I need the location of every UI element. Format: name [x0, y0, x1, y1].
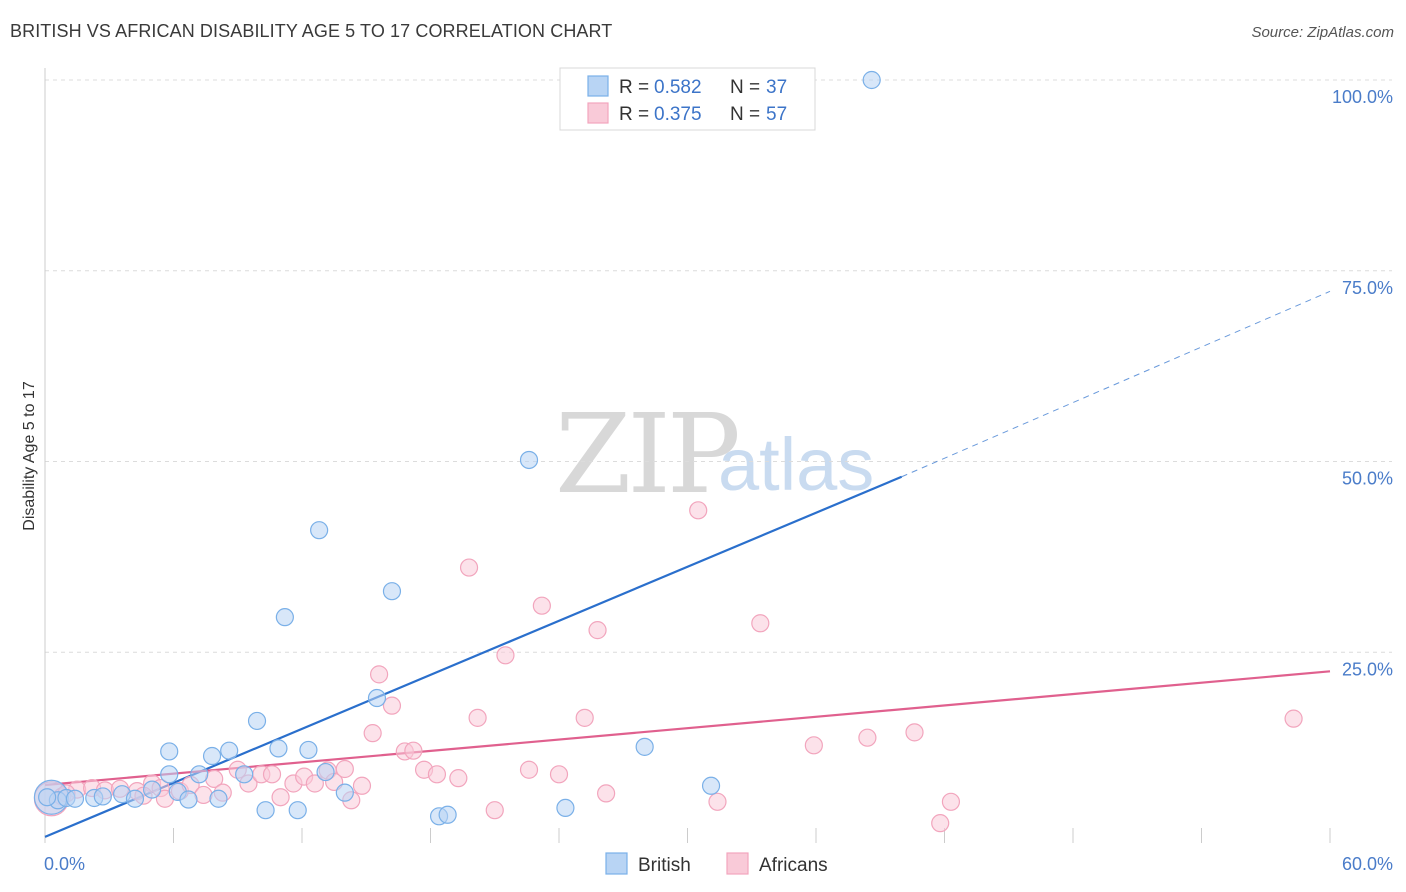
point-africans [363, 724, 382, 743]
point-africans [382, 696, 402, 715]
x-tick-label-min: 0.0% [44, 854, 85, 874]
point-africans [496, 646, 515, 665]
point-british [256, 801, 275, 820]
point-africans [689, 501, 708, 520]
point-british [862, 70, 881, 90]
legend-british-n-label: N = [730, 77, 760, 98]
point-british [179, 790, 198, 809]
legend-swatch-british [587, 75, 609, 97]
legend-british-r-label: R = [619, 77, 649, 98]
point-africans [804, 736, 823, 755]
point-africans [708, 792, 727, 811]
point-africans [352, 776, 372, 795]
x-tick-label-max: 60.0% [1342, 854, 1393, 874]
grid-layer [45, 79, 1392, 653]
point-british [142, 780, 162, 799]
point-africans [305, 774, 324, 793]
point-africans [271, 788, 290, 807]
points-africans [33, 501, 1303, 833]
point-british [367, 688, 387, 708]
point-british [519, 450, 539, 470]
point-africans [449, 769, 468, 788]
point-africans [858, 728, 877, 747]
legend-africans-r-label: R = [619, 104, 649, 125]
point-africans [468, 708, 487, 727]
trend-line-british-extension [901, 290, 1331, 478]
point-africans [751, 614, 770, 633]
point-africans [519, 760, 539, 779]
point-africans [262, 765, 282, 784]
bottom-legend-africans: Africans [759, 855, 828, 876]
point-british [335, 783, 354, 802]
point-british [125, 789, 145, 808]
point-africans [575, 708, 594, 727]
point-british [65, 789, 85, 808]
legend-africans-n-label: N = [730, 104, 760, 125]
point-africans [905, 723, 924, 742]
point-british [202, 746, 222, 766]
point-british [288, 801, 307, 820]
point-british [438, 805, 457, 824]
point-africans [1284, 709, 1303, 728]
trend-line-british [44, 475, 903, 838]
point-british [235, 765, 254, 784]
point-africans [941, 792, 961, 811]
trend-layer [44, 290, 1331, 838]
legend-british-n-value: 37 [766, 77, 787, 98]
point-british [247, 711, 267, 731]
point-british [556, 798, 575, 818]
point-british [310, 521, 329, 540]
point-africans [485, 801, 504, 820]
point-british [38, 788, 57, 807]
point-africans [597, 784, 616, 803]
point-british [190, 765, 209, 784]
point-africans [370, 665, 389, 684]
chart-source: Source: ZipAtlas.com [1251, 24, 1394, 41]
point-africans [427, 765, 447, 784]
point-british [93, 787, 112, 806]
bottom-legend: British Africans [605, 852, 828, 876]
point-africans [404, 741, 423, 760]
top-legend: R = 0.582 N = 37 R = 0.375 N = 57 [559, 67, 816, 131]
point-africans [532, 596, 551, 615]
x-tick-layer [173, 828, 1331, 843]
point-british [701, 776, 721, 795]
point-british [299, 740, 318, 760]
bottom-legend-swatch-british [605, 852, 628, 875]
point-british [635, 737, 654, 756]
legend-british-r-value: 0.582 [654, 77, 702, 98]
chart-title: BRITISH VS AFRICAN DISABILITY AGE 5 TO 1… [10, 21, 613, 41]
point-british [160, 742, 179, 761]
point-british [382, 582, 402, 601]
point-british [275, 608, 294, 627]
y-label-layer: 25.0% 50.0% 75.0% 100.0% [1332, 87, 1393, 679]
y-tick-label: 75.0% [1342, 278, 1393, 298]
point-british [316, 762, 335, 782]
point-africans [549, 765, 569, 784]
y-axis-title: Disability Age 5 to 17 [21, 381, 38, 531]
bottom-legend-swatch-africans [726, 852, 749, 875]
bottom-legend-british: British [638, 855, 691, 876]
watermark-atlas: atlas [718, 423, 874, 506]
watermark-zip: ZIP [555, 390, 738, 518]
point-british [269, 739, 288, 758]
point-africans [335, 759, 354, 779]
points-british [33, 70, 881, 826]
legend-africans-n-value: 57 [766, 104, 787, 125]
point-british [209, 789, 228, 808]
legend-africans-r-value: 0.375 [654, 104, 702, 125]
point-africans [194, 785, 213, 805]
y-tick-label: 25.0% [1342, 659, 1393, 679]
point-british [220, 741, 239, 760]
point-africans [588, 621, 607, 640]
point-africans [459, 558, 479, 577]
y-tick-label: 50.0% [1342, 469, 1393, 489]
y-tick-label: 100.0% [1332, 87, 1393, 107]
point-africans [931, 814, 950, 833]
point-british [160, 765, 179, 784]
legend-swatch-africans [587, 102, 609, 124]
